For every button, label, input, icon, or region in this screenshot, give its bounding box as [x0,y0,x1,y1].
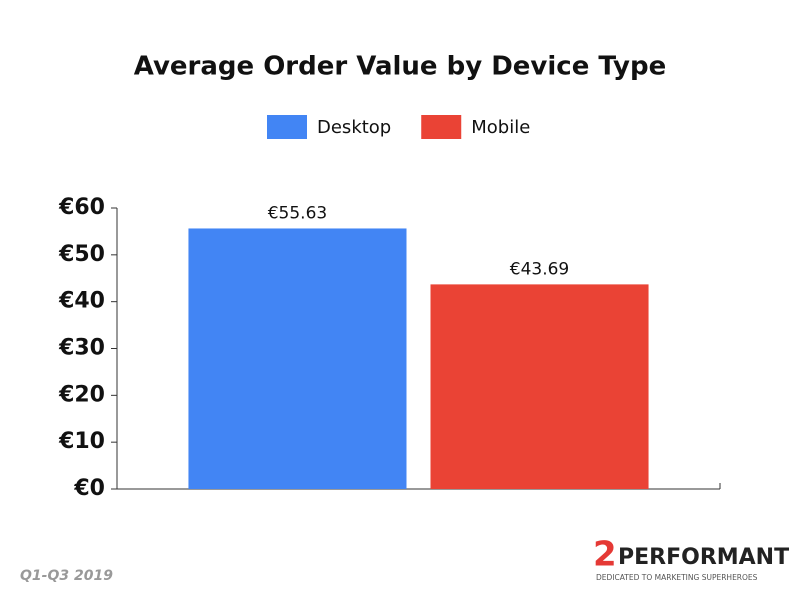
bar [430,284,649,489]
logo-tagline: DEDICATED TO MARKETING SUPERHEROES [596,573,758,582]
y-tick-label: €10 [58,429,105,454]
bar [188,228,407,489]
legend-label: Mobile [471,117,530,138]
value-label: €55.63 [268,203,327,223]
y-tick-label: €0 [73,476,105,501]
logo-mark: 2 [593,535,617,575]
legend-label: Desktop [317,117,391,138]
logo-name: PERFORMANT [618,545,789,570]
chart-title: Average Order Value by Device Type [134,52,666,82]
y-tick-label: €50 [58,242,105,267]
legend-swatch [267,115,307,139]
y-tick-label: €40 [58,289,105,314]
legend-swatch [421,115,462,139]
value-label: €43.69 [510,259,569,279]
footnote: Q1-Q3 2019 [20,568,113,584]
y-tick-label: €20 [58,382,105,407]
y-tick-label: €30 [58,336,105,361]
y-tick-label: €60 [58,195,105,220]
